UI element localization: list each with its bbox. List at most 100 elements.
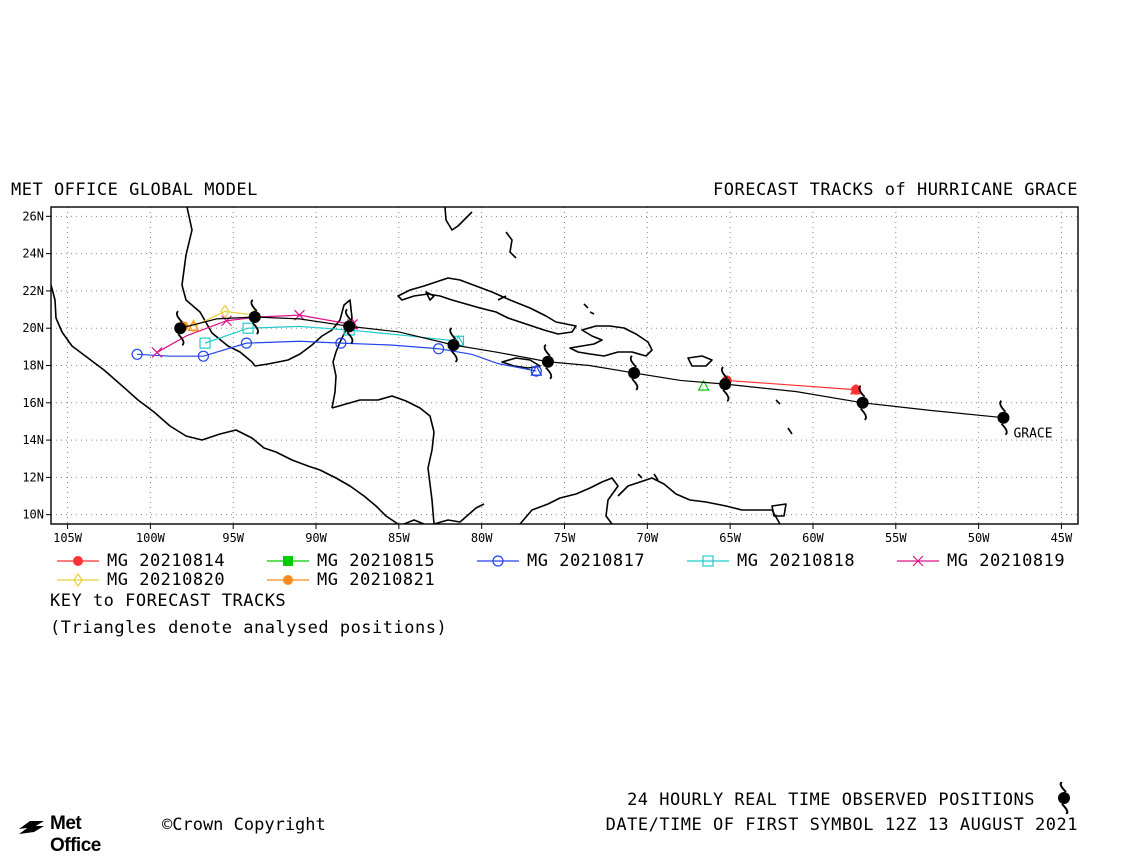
coastline-pacific-2: [403, 519, 425, 524]
forecast-track: [721, 375, 863, 395]
legend-row: MG 20210814 MG 20210815 MG 20210817 MG 2021…: [55, 551, 1115, 571]
x-tick-label: 75W: [554, 531, 576, 545]
y-tick-label: 24N: [22, 247, 44, 261]
island-hispaniola: [569, 325, 653, 357]
x-tick-label: 45W: [1051, 531, 1073, 545]
y-tick-label: 14N: [22, 433, 44, 447]
hurricane-symbol-icon: [447, 327, 460, 363]
track-point: [197, 350, 209, 362]
x-tick-label: 80W: [471, 531, 493, 545]
track-point: [151, 347, 163, 358]
legend-swatch: [57, 556, 99, 566]
first-symbol-datetime: DATE/TIME OF FIRST SYMBOL 12Z 13 AUGUST …: [605, 815, 1078, 835]
hurricane-symbol-icon: [174, 310, 187, 346]
hurricane-symbol-icon: [343, 308, 356, 345]
x-tick-label: 65W: [719, 531, 741, 545]
x-tick-label: 60W: [802, 531, 824, 545]
track-point: [199, 337, 211, 349]
track-line: [204, 325, 459, 344]
y-tick-label: 12N: [22, 470, 44, 484]
island-puerto-rico: [687, 355, 713, 367]
island-lesser-antilles: [583, 303, 793, 435]
hurricane-symbol-icon: [856, 385, 869, 421]
coastline-honduras: [331, 395, 435, 433]
x-tick-label: 55W: [885, 531, 907, 545]
storm-label: GRACE: [1013, 427, 1052, 442]
legend-row: MG 20210820 MG 20210821: [55, 570, 1115, 590]
x-tick-label: 85W: [388, 531, 410, 545]
x-tick-label: 70W: [636, 531, 658, 545]
legend-swatch: [477, 555, 519, 567]
legend-swatch: [267, 556, 309, 566]
track-point: [283, 556, 293, 566]
legend-swatch: [897, 555, 939, 567]
forecast-track: [199, 322, 465, 349]
hurricane-symbol-icon: [248, 299, 261, 335]
track-point: [335, 337, 347, 349]
legend-key-title: KEY to FORECAST TRACKS: [50, 591, 287, 611]
legend-swatch: [267, 575, 309, 585]
track-point: [433, 343, 445, 355]
track-point: [240, 337, 253, 349]
coastline-nicaragua: [427, 431, 435, 524]
analysed-point: [697, 379, 710, 391]
track-point: [220, 304, 230, 319]
x-tick-label: 50W: [968, 531, 990, 545]
coastline-colombia: [519, 477, 619, 524]
legend-key-note: (Triangles denote analysed positions): [50, 618, 448, 638]
observed-track: [174, 299, 1010, 436]
legend-label: MG 20210814: [107, 551, 226, 571]
x-tick-label: 95W: [222, 531, 244, 545]
coastline-florida: [444, 207, 473, 231]
legend-label: MG 20210819: [947, 551, 1066, 571]
coastline-panama: [433, 503, 485, 524]
hurricane-symbol-icon: [541, 344, 554, 380]
track-map: GRACE 105W 100W 95W 90W 85W 80W 75W 70W 65W 60W 55…: [22, 206, 1079, 545]
forecast-track: [131, 337, 543, 377]
x-tick-label: 100W: [136, 531, 166, 545]
observed-positions-label: 24 HOURLY REAL TIME OBSERVED POSITIONS: [627, 790, 1035, 810]
plot-frame: [50, 206, 1079, 525]
track-line: [726, 379, 857, 391]
x-tick-label: 90W: [305, 531, 327, 545]
legend-label: MG 20210817: [527, 551, 646, 571]
y-tick-label: 18N: [22, 359, 44, 373]
y-tick-label: 16N: [22, 396, 44, 410]
track-point: [73, 556, 83, 566]
analysed-point: [530, 364, 543, 376]
forecast-track: [697, 379, 710, 391]
track-point: [221, 315, 233, 327]
track-point: [283, 575, 293, 585]
lat-lon-grid: [51, 207, 1078, 524]
island-trinidad: [771, 503, 787, 517]
y-tick-label: 26N: [22, 209, 44, 223]
model-title: MET OFFICE GLOBAL MODEL: [11, 180, 258, 200]
hurricane-symbol-icon: [997, 399, 1010, 436]
axes: 105W 100W 95W 90W 85W 80W 75W 70W 65W 60W 55W 50W 45…: [22, 209, 1073, 545]
hurricane-symbol-icon: [628, 355, 641, 391]
coastline-pacific: [51, 284, 399, 524]
coastline-mexico-gulf: [181, 207, 256, 367]
met-office-swirl-icon: [19, 821, 44, 834]
island-cuba: [397, 277, 577, 335]
legend-label: MG 20210815: [317, 551, 436, 571]
forecast-tracks: [131, 304, 863, 395]
y-tick-label: 10N: [22, 508, 44, 522]
legend-label: MG 20210818: [737, 551, 856, 571]
coastline-yucatan: [254, 299, 353, 409]
x-tick-label: 105W: [53, 531, 83, 545]
coastline-venezuela: [617, 477, 781, 524]
track-point: [131, 348, 143, 360]
legend-swatch: [687, 555, 729, 567]
legend-swatch: [57, 572, 99, 588]
track-point: [73, 572, 83, 588]
hurricane-symbol-icon: [1058, 782, 1070, 814]
hurricane-symbol-icon: [719, 366, 732, 402]
island-abc: [637, 473, 659, 481]
track-point: [702, 555, 714, 567]
legend-label: MG 20210820: [107, 570, 226, 590]
copyright-notice: ©Crown Copyright: [162, 815, 326, 835]
legend-label: MG 20210821: [317, 570, 436, 590]
island-bahamas: [497, 231, 517, 301]
track-point: [242, 322, 254, 334]
